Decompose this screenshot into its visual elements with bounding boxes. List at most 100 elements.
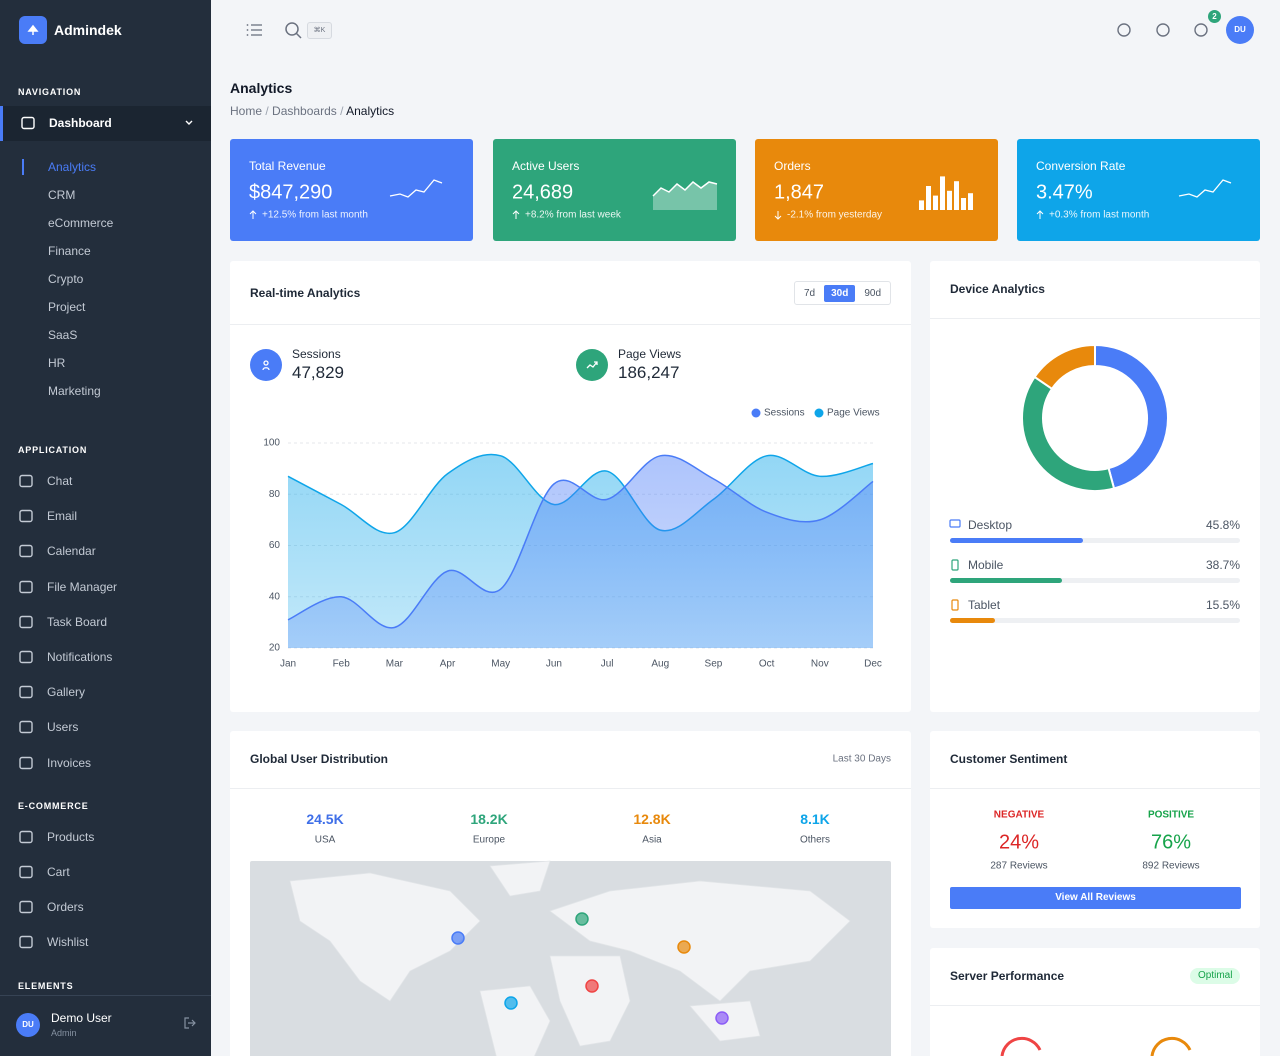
nav-item[interactable]: Notifications xyxy=(47,650,113,664)
nav-item[interactable]: Chat xyxy=(47,474,73,488)
y-tick-label: 20 xyxy=(269,643,281,654)
nav-subitem[interactable]: CRM xyxy=(48,188,76,202)
device-glyph xyxy=(951,559,959,571)
icon[interactable] xyxy=(18,473,34,489)
icon[interactable] xyxy=(18,684,34,700)
region-label: Others xyxy=(799,834,831,846)
icon[interactable] xyxy=(18,829,34,845)
profile-avatar[interactable]: DU xyxy=(1226,16,1254,44)
server-card: Server Performance Optimal xyxy=(930,948,1260,1056)
card-title: Server Performance xyxy=(950,969,1065,983)
sentiment-card: Customer Sentiment NEGATIVE 24% 287 Reviews… xyxy=(930,731,1260,928)
spark-bar xyxy=(954,181,959,210)
nav-item[interactable]: Wishlist xyxy=(47,935,89,950)
menu-button[interactable] xyxy=(246,22,262,38)
breadcrumb-item[interactable]: Dashboards xyxy=(262,104,337,118)
nav-item[interactable]: Email xyxy=(47,509,78,524)
icon[interactable] xyxy=(18,899,34,915)
icon[interactable] xyxy=(18,934,34,950)
search-button[interactable] xyxy=(284,21,302,39)
breadcrumb-item[interactable]: Home xyxy=(230,104,263,118)
icon-shape xyxy=(19,580,33,593)
x-tick-label: Jun xyxy=(546,659,562,670)
stat-card: Conversion Rate 3.47% +0.3% from last mont… xyxy=(1017,139,1260,241)
nav-item[interactable]: Gallery xyxy=(47,685,86,700)
icon[interactable] xyxy=(18,543,34,559)
map-marker xyxy=(575,912,589,926)
icon[interactable] xyxy=(18,579,34,595)
icon[interactable] xyxy=(18,755,34,771)
nav-item[interactable]: Dashboard xyxy=(49,116,112,130)
x-tick-label: Jul xyxy=(601,659,614,670)
icon[interactable] xyxy=(18,864,34,880)
nav-item[interactable]: Task Board xyxy=(47,614,108,629)
nav-subitem[interactable]: Marketing xyxy=(48,384,101,398)
legend-label: Page Views xyxy=(827,408,880,419)
range-tab[interactable]: 7d xyxy=(804,287,816,299)
icon[interactable] xyxy=(20,115,36,131)
icon[interactable] xyxy=(18,649,34,665)
gauges xyxy=(1000,1036,1192,1056)
x-tick-label: Feb xyxy=(333,659,351,670)
icon[interactable] xyxy=(18,508,34,524)
icon-shape xyxy=(19,509,33,523)
progress-bar xyxy=(950,578,1063,583)
land xyxy=(549,880,851,1002)
icon-shape xyxy=(19,830,33,843)
nav-item[interactable]: Products xyxy=(47,829,95,844)
divider xyxy=(230,788,911,789)
map-marker xyxy=(715,1011,729,1025)
metric-glyph xyxy=(262,360,270,371)
nav-subitem[interactable]: HR xyxy=(48,356,66,370)
logo-arrow xyxy=(27,24,39,35)
metric-value: 47,829 xyxy=(292,363,344,382)
range-tab[interactable]: 30d xyxy=(824,284,856,302)
stat-card: Orders 1,847 -2.1% from yesterday xyxy=(755,139,998,241)
nav-item[interactable]: Calendar xyxy=(47,544,96,559)
icon-shape xyxy=(19,474,33,488)
nav-item[interactable]: Invoices xyxy=(47,755,92,770)
sparkline xyxy=(389,179,443,198)
shortcut-key: ⌘K xyxy=(307,22,332,39)
legend-dot xyxy=(751,408,761,418)
section-title: ELEMENTS xyxy=(18,980,74,991)
nav-item[interactable]: Cart xyxy=(47,865,70,879)
nav-subitem[interactable]: Project xyxy=(48,300,86,314)
card-title: Device Analytics xyxy=(950,282,1045,296)
search-handle xyxy=(295,32,302,39)
sentiment-value: 76% xyxy=(1150,831,1192,854)
metric-label: Sessions xyxy=(292,347,341,361)
nav-item[interactable]: Orders xyxy=(47,900,84,915)
nav-subitem[interactable]: Analytics xyxy=(48,160,97,174)
nav-subitem[interactable]: Finance xyxy=(48,244,91,258)
icon[interactable] xyxy=(1193,22,1209,38)
icon[interactable] xyxy=(1116,22,1132,38)
nav-subitem[interactable]: Crypto xyxy=(48,272,84,286)
region-value: 18.2K xyxy=(470,811,508,827)
world-map xyxy=(250,860,891,1056)
nav-item[interactable]: File Manager xyxy=(47,579,118,594)
breadcrumb: HomeDashboardsAnalytics xyxy=(230,104,394,118)
nav-subitem[interactable]: eCommerce xyxy=(48,216,114,230)
card-title: Customer Sentiment xyxy=(950,752,1068,766)
spark-bar xyxy=(947,190,952,210)
range-tab[interactable]: 90d xyxy=(864,287,882,299)
region-label: USA xyxy=(314,834,336,846)
arrow-shape xyxy=(1036,210,1044,219)
spark-bar xyxy=(940,176,945,210)
x-tick-label: Dec xyxy=(864,659,882,670)
icon[interactable] xyxy=(18,614,34,630)
glyph xyxy=(262,360,270,371)
sentiment-label: NEGATIVE xyxy=(993,809,1045,821)
section-title: NAVIGATION xyxy=(18,87,82,97)
icon[interactable] xyxy=(18,719,34,735)
nav-item[interactable]: Users xyxy=(47,720,79,735)
reviews-button[interactable]: View All Reviews xyxy=(950,887,1241,909)
nav-subitem[interactable]: SaaS xyxy=(48,328,78,342)
icon[interactable] xyxy=(1155,22,1171,38)
menu-dot xyxy=(246,24,249,26)
logout-shape xyxy=(184,1017,196,1029)
device-value: 45.8% xyxy=(1205,518,1240,532)
logout-icon[interactable] xyxy=(184,1017,196,1029)
